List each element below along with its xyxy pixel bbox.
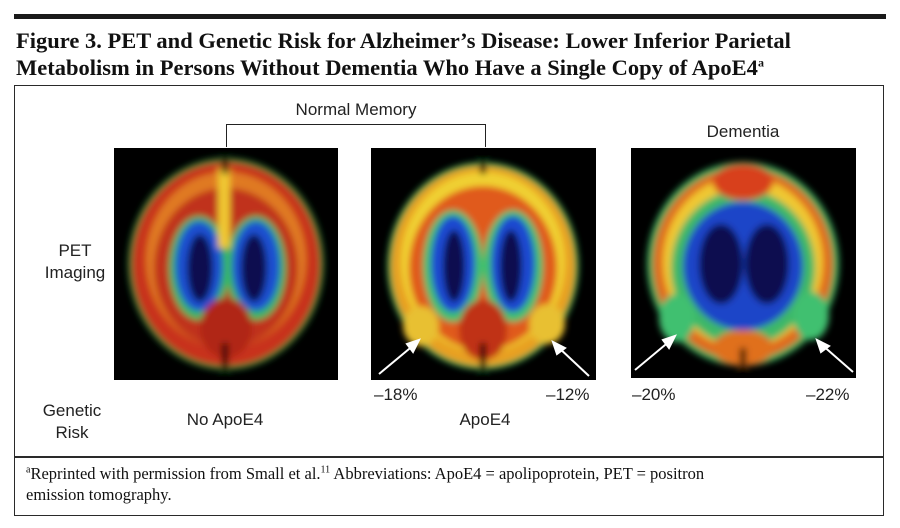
- normal-memory-label: Normal Memory: [295, 100, 417, 119]
- figure-title-line-2-text: Metabolism in Persons Without Dementia W…: [16, 55, 758, 80]
- footnote-text-1: Reprinted with permission from Small et …: [30, 464, 321, 483]
- dementia-left-change: –20%: [632, 385, 676, 404]
- brain-scan-image-no-apoe4: [128, 154, 324, 379]
- footnote-text-2: Abbreviations: ApoE4 = apolipoprotein, P…: [330, 464, 705, 483]
- arrow-icon-right: [815, 338, 854, 373]
- footnote-text-3: emission tomography.: [26, 485, 172, 504]
- arrow-icon-left: [634, 334, 677, 371]
- pet-imaging-label-line-2: Imaging: [44, 263, 106, 282]
- figure-title-line-1: Figure 3. PET and Genetic Risk for Alzhe…: [16, 28, 791, 53]
- title-footnote-marker: a: [757, 55, 764, 70]
- figure-title: Figure 3. PET and Genetic Risk for Alzhe…: [16, 27, 886, 81]
- genetic-risk-label-line-1: Genetic: [42, 401, 102, 420]
- arrow-icon-right: [551, 340, 590, 377]
- pet-scan-dementia: [631, 148, 856, 378]
- arrow-icon-left: [378, 338, 421, 375]
- dementia-label: Dementia: [706, 122, 780, 141]
- footnote-ref: 11: [320, 464, 331, 476]
- pet-scan-apoe4: [371, 148, 596, 380]
- pet-imaging-label: PET Imaging: [30, 240, 120, 284]
- footnote: aReprinted with permission from Small et…: [26, 463, 876, 505]
- footnote-divider: [14, 456, 884, 458]
- normal-memory-bracket: [226, 124, 486, 147]
- figure-frame: [14, 85, 884, 516]
- brain-scan-image-dementia: [634, 162, 854, 378]
- brain-scan-image-apoe4: [378, 152, 590, 379]
- dementia-right-change: –22%: [806, 385, 850, 404]
- top-rule: [14, 14, 886, 19]
- figure-title-line-2: Metabolism in Persons Without Dementia W…: [16, 54, 886, 81]
- pet-scan-no-apoe4: [114, 148, 338, 380]
- apoe4-right-change: –12%: [546, 385, 590, 404]
- footnote-marker: a: [26, 464, 31, 476]
- genetic-risk-label: Genetic Risk: [26, 400, 118, 444]
- genetic-risk-label-line-2: Risk: [55, 423, 89, 442]
- no-apoe4-label: No ApoE4: [186, 410, 264, 429]
- apoe4-label: ApoE4: [459, 410, 511, 429]
- pet-imaging-label-line-1: PET: [58, 241, 92, 260]
- apoe4-left-change: –18%: [374, 385, 418, 404]
